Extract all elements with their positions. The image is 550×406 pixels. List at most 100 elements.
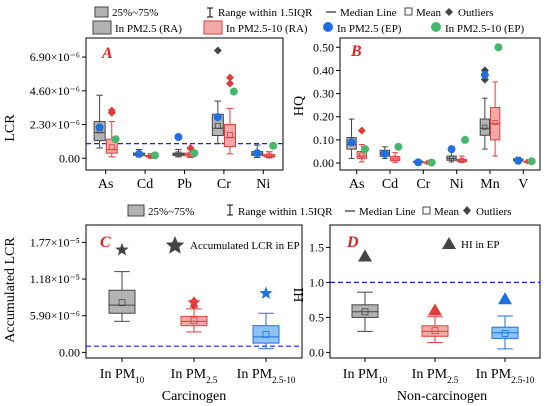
- panel-d-legend-triangle: [442, 237, 456, 249]
- panel-d-legend: HI in EP: [442, 237, 500, 251]
- panel-a-ep2510-point: [190, 149, 199, 158]
- panel-a-box-ra25-outlier: [213, 46, 222, 55]
- panel-b-ep25-point: [380, 149, 389, 158]
- panel-b-ep2510-point: [527, 157, 536, 166]
- legend-ra25-swatch: [92, 20, 112, 35]
- panel-a-xtick-label: Pb: [177, 177, 192, 192]
- legend-outlier-glyph: [445, 8, 453, 16]
- legend-median-label: Median Line: [340, 7, 397, 19]
- legend-ra25-label: In PM2.5 (RA): [115, 23, 182, 35]
- panel-d-box-gray-box: [351, 304, 379, 318]
- panel-c-box-gray-box: [108, 289, 136, 314]
- panel-b-box-ra25-mean: [482, 124, 488, 130]
- panel-b-frame: [339, 37, 541, 171]
- legend-iqr-swatch: [94, 6, 109, 18]
- legend-mid-iqr-swatch: [127, 204, 145, 217]
- panel-b-box-ra2510-outlier: [357, 126, 366, 135]
- panel-b-box-ra25-mean: [449, 155, 455, 161]
- legend-mid-mean-label: Mean: [434, 206, 460, 218]
- panel-d-box-blue-mean: [501, 330, 509, 337]
- panel-d-legend-label: HI in EP: [461, 239, 500, 251]
- panel-a-ytick-label: 4.60×10⁻⁶: [30, 84, 80, 98]
- panel-d-ytick-label: 0.5: [309, 310, 324, 324]
- panel-b-xtick-label: Ni: [450, 177, 464, 192]
- panel-a-box-ra25-mean: [175, 151, 182, 158]
- panel-c-xtick-label: In PM2.5-10: [237, 367, 296, 385]
- panel-a-box-ra2510-outlier: [225, 73, 234, 82]
- legend-iqr-label: 25%~75%: [112, 7, 158, 19]
- panel-d-xtick-label: In PM2.5: [412, 367, 459, 385]
- panel-a-xtick-label: Ni: [256, 177, 270, 192]
- panel-c-xlabel: Carcinogen: [162, 389, 227, 404]
- panel-a-ytick-label: 0.00: [59, 151, 80, 165]
- panel-c-box-blue-box: [252, 325, 280, 344]
- panel-b-ylabel: HQ: [292, 96, 307, 116]
- panel-b-ep25-point: [480, 71, 489, 80]
- panel-b-box-ra2510-mean: [492, 120, 498, 126]
- panel-a-ytick-label: 6.90×10⁻⁶: [30, 50, 80, 64]
- panel-c-legend-label: Accumulated LCR in EP: [190, 240, 300, 252]
- panel-b-ytick-label: 0.00: [313, 156, 334, 170]
- legend-mid-iqr-label: 25%~75%: [148, 206, 194, 218]
- panel-b-ep2510-point: [494, 43, 503, 52]
- legend-range-glyph: [207, 7, 213, 18]
- panel-c-ytick-label: 5.90×10⁻⁶: [30, 309, 80, 323]
- panel-a-box-ra2510-outlier: [225, 79, 234, 88]
- panel-d-xlabel: Non-carcinogen: [397, 389, 487, 404]
- panel-b-ytick-label: 0.10: [313, 133, 334, 147]
- panel-a-ep2510-point: [229, 87, 238, 96]
- plot-area: 0.00 2.30×10⁻⁶ 4.60×10⁻⁶ 6.90×10⁻⁶ As Cd Pb Cr N…: [30, 37, 541, 385]
- panel-d-xtick-label: In PM2.5-10: [476, 367, 535, 385]
- panel-a-box-ra2510-mean: [108, 144, 115, 151]
- panel-a-box-ra2510-outlier: [107, 106, 116, 115]
- panel-c-ep-star: [115, 242, 129, 256]
- legend-mid-outlier-glyph: [463, 206, 471, 215]
- panel-d-ep-triangle: [498, 292, 512, 305]
- panel-b-ep2510-point: [427, 158, 436, 167]
- panel-b-ytick-label: 0.50: [313, 40, 334, 54]
- panel-a-xtick-label: Cr: [217, 177, 231, 192]
- panel-c-ep-star: [259, 286, 273, 299]
- panel-a-ep25-point: [213, 113, 222, 122]
- panel-d-xtick-label: In PM10: [343, 367, 388, 385]
- panel-b-box-ra2510-mean: [392, 155, 398, 161]
- panel-c-box-gray-mean: [118, 299, 126, 307]
- panel-a-box-ra2510-box: [223, 124, 236, 148]
- panel-a-ylabel: LCR: [3, 114, 18, 142]
- panel-b-xtick-label: Cr: [416, 177, 430, 192]
- legend-top: 25%~75% Range within 1.5IQR Median Line …: [92, 6, 524, 35]
- panel-a-ep25-point: [95, 123, 104, 132]
- panel-b-ytick-label: 0.30: [313, 87, 334, 101]
- panel-c-legend: Accumulated LCR in EP: [165, 236, 300, 254]
- panel-c-xtick-label: In PM2.5: [171, 367, 218, 385]
- panel-a-xtick-label: Cd: [137, 177, 153, 192]
- panel-a-ep25-point: [253, 149, 262, 158]
- legend-mid: 25%~75% Range within 1.5IQR Median Line …: [127, 204, 511, 218]
- panel-c-legend-star: [165, 236, 185, 254]
- panel-d-ep-triangle: [358, 249, 372, 262]
- legend-mid-range-glyph: [227, 204, 233, 216]
- panel-c-ytick-label: 0.00: [59, 345, 80, 359]
- legend-mid-median-label: Median Line: [359, 206, 416, 218]
- panel-b-ytick-label: 0.20: [313, 110, 334, 124]
- panel-c-xtick-label: In PM10: [100, 367, 145, 385]
- panel-a-ep2510-point: [269, 141, 278, 150]
- panel-b-ep25-point: [514, 156, 523, 165]
- legend-ra2510-swatch: [203, 20, 223, 35]
- panel-b-xtick-label: Mn: [480, 177, 499, 192]
- panel-d-box-red-mean: [431, 327, 439, 335]
- panel-c-box-blue-mean: [262, 330, 270, 338]
- panel-a-ep2510-point: [111, 135, 120, 144]
- panel-b-ep2510-point: [394, 142, 403, 151]
- panel-d-letter: D: [346, 234, 359, 251]
- panel-b-letter: B: [350, 43, 362, 60]
- panel-b-ep2510-point: [361, 145, 370, 154]
- panel-b-ep25-point: [347, 138, 356, 147]
- legend-ep2510-marker: [431, 22, 441, 32]
- legend-mid-range-label: Range within 1.5IQR: [238, 206, 333, 218]
- panel-d-ytick-label: 0.0: [309, 345, 324, 359]
- panel-a-xtick-label: As: [98, 177, 114, 192]
- panel-b-ep2510-point: [461, 135, 470, 144]
- legend-range-label: Range within 1.5IQR: [218, 7, 313, 19]
